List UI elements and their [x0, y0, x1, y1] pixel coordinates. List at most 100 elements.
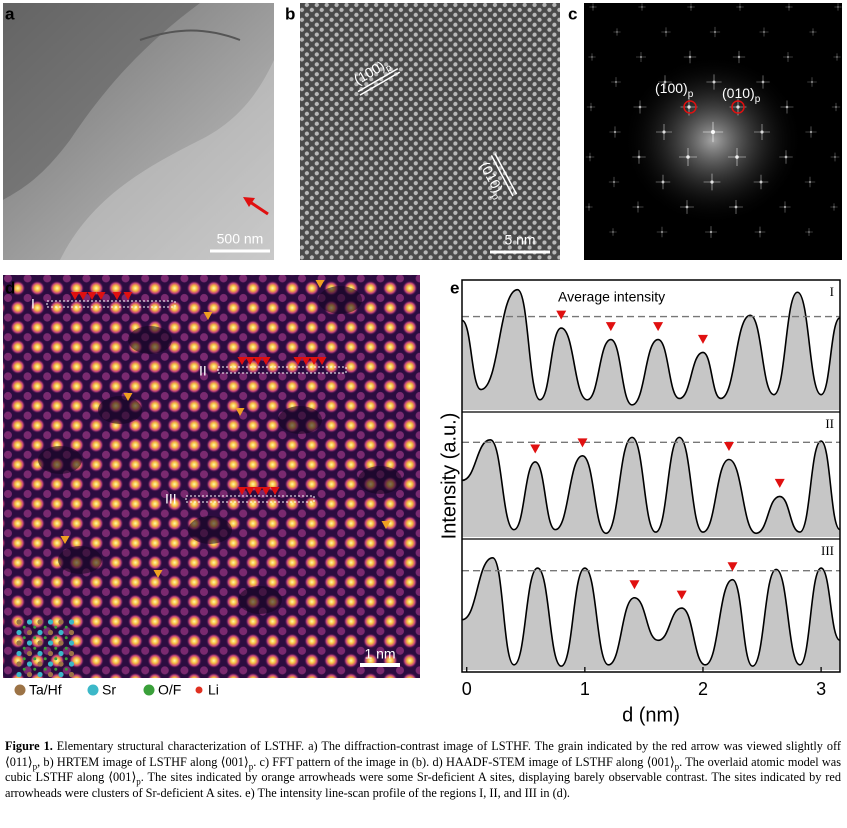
caption-run: Elementary structural characterization o… [5, 739, 842, 769]
fft-spot [589, 156, 591, 158]
fft-spark [585, 152, 595, 162]
region-box [185, 495, 315, 503]
dark-site [188, 516, 232, 544]
model-atom [58, 661, 64, 667]
fft-spark [753, 174, 769, 190]
model-atom [16, 619, 22, 625]
model-atom [26, 650, 33, 657]
fft-spark [727, 147, 747, 167]
caption: Figure 1. Elementary structural characte… [5, 739, 841, 801]
plot-frame [461, 279, 841, 673]
caption-run: , b) HRTEM image of LSTHF along ⟨001⟩ [37, 754, 249, 769]
fft-spark [680, 200, 694, 214]
model-atom [22, 667, 26, 671]
haadf-image [3, 275, 420, 678]
fft-spot [641, 6, 643, 8]
fft-spark [709, 26, 721, 38]
dark-site [98, 396, 142, 424]
model-atom [54, 667, 58, 671]
region-box [46, 300, 176, 308]
arrowhead [261, 357, 271, 365]
fft-spark [658, 75, 672, 89]
dark-site [318, 286, 362, 314]
arrowhead [123, 292, 133, 300]
model-atom [54, 625, 58, 629]
fft-spark [779, 150, 793, 164]
dark-site [278, 406, 322, 434]
x-tick-label: 0 [462, 679, 472, 699]
model-atom [68, 661, 75, 667]
plane-sub: p [384, 62, 395, 75]
model-atom [16, 661, 22, 667]
fft-spot [835, 106, 837, 108]
arrowhead [237, 357, 247, 365]
fft-spot [812, 31, 814, 33]
fft-spark [759, 27, 769, 37]
fft-spark [736, 3, 744, 11]
fft-spark [589, 3, 597, 11]
arrowhead [153, 570, 163, 578]
fft-spark [633, 100, 647, 114]
arrowhead [261, 487, 271, 495]
fft-spark [613, 28, 621, 36]
region-label: I [31, 296, 35, 312]
fft-spark [656, 226, 668, 238]
fft-spot [592, 6, 594, 8]
region-label: III [165, 491, 177, 507]
model-atom [58, 650, 64, 657]
plane-line [494, 153, 518, 195]
fft-spark [702, 121, 724, 143]
model-atom [47, 629, 54, 636]
model-atom [26, 640, 33, 646]
model-atom [43, 667, 47, 671]
plane-line [359, 71, 401, 96]
spot-circle [731, 100, 745, 114]
spot-label: (010)p [722, 85, 761, 105]
spot-label: (100)p [655, 80, 694, 100]
fft-spark [635, 51, 647, 63]
plane-line [357, 68, 399, 93]
arrowhead [245, 357, 255, 365]
arrowhead [556, 310, 567, 320]
arrowhead [253, 487, 263, 495]
dark-site [38, 446, 82, 474]
panel-letter: d [5, 278, 15, 297]
legend-label: Li [208, 682, 219, 698]
scale-label: 500 nm [217, 231, 264, 247]
model-atom [33, 646, 37, 650]
model-atom [16, 650, 22, 657]
fft-spark [833, 53, 841, 61]
arrowhead [87, 292, 97, 300]
dark-site [128, 326, 172, 354]
fft-spot [660, 230, 664, 234]
arrowhead [774, 478, 785, 488]
model-atom [37, 671, 43, 678]
hrtem-image [300, 3, 560, 260]
fft-spark [609, 126, 621, 138]
arrowhead [530, 444, 541, 454]
model-atom [22, 646, 26, 650]
atom-legend: Ta/Hf Sr O/F Li [14, 682, 219, 698]
arrowhead [577, 438, 588, 448]
model-atom [26, 661, 33, 667]
model-atom [43, 625, 47, 629]
red-arrowhead [243, 197, 255, 207]
arrowhead [237, 487, 247, 495]
scale-label: 1 nm [364, 646, 395, 662]
arrowhead [605, 322, 616, 332]
x-axis-label: d (nm) [622, 704, 680, 726]
caption-sub: p [136, 776, 141, 787]
fft-spot [837, 6, 839, 8]
arrowhead [317, 357, 327, 365]
arrowheads [60, 280, 391, 578]
model-atom [54, 646, 58, 650]
dark-site [238, 586, 282, 614]
atomic-model [16, 619, 75, 678]
arrowhead [203, 312, 213, 320]
model-atom [37, 629, 43, 636]
fft-spark [834, 3, 842, 11]
grain-region [3, 3, 200, 200]
arrowhead [112, 292, 122, 300]
